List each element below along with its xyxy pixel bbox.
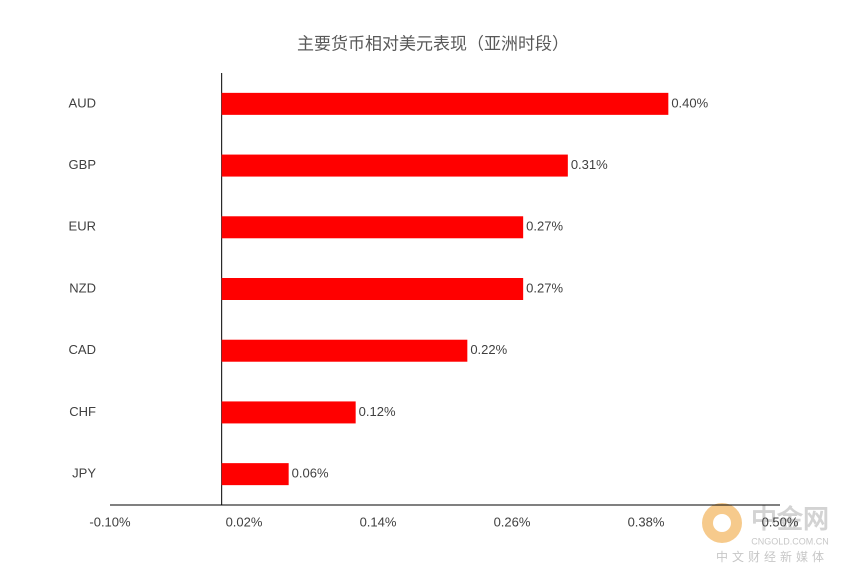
chart-title: 主要货币相对美元表现（亚洲时段） [297, 34, 569, 53]
x-tick-label: -0.10% [89, 514, 131, 529]
bar [221, 463, 289, 486]
bar [221, 278, 524, 300]
watermark-name: 中金网 [751, 504, 829, 534]
data-label: 0.27% [526, 280, 563, 295]
y-tick-label: JPY [72, 466, 96, 481]
data-label: 0.06% [292, 466, 329, 481]
y-tick-label: CHF [69, 404, 96, 419]
watermark: 中金网 CNGOLD.COM.CN 中文财经新媒体 [702, 503, 829, 564]
y-tick-label: CAD [69, 342, 96, 357]
x-tick-label: 0.38% [628, 514, 665, 529]
bar [221, 339, 468, 362]
y-tick-label: EUR [69, 219, 96, 234]
watermark-url: CNGOLD.COM.CN [751, 536, 829, 546]
bar [221, 92, 669, 115]
data-label: 0.31% [571, 157, 608, 172]
x-tick-label: 0.02% [226, 514, 263, 529]
data-label: 0.12% [359, 404, 396, 419]
bar [221, 154, 568, 177]
y-tick-label: NZD [69, 280, 96, 295]
data-label: 0.22% [470, 342, 507, 357]
bar [221, 401, 356, 424]
y-tick-label: AUD [69, 95, 96, 110]
x-tick-label: 0.26% [494, 514, 531, 529]
x-tick-label: 0.14% [360, 514, 397, 529]
bar [221, 216, 524, 239]
data-label: 0.27% [526, 219, 563, 234]
watermark-logo-inner [713, 514, 731, 532]
y-tick-label: GBP [69, 157, 96, 172]
x-tick-label: 0.50% [762, 514, 799, 529]
watermark-slogan: 中文财经新媒体 [716, 549, 828, 564]
data-label: 0.40% [671, 95, 708, 110]
